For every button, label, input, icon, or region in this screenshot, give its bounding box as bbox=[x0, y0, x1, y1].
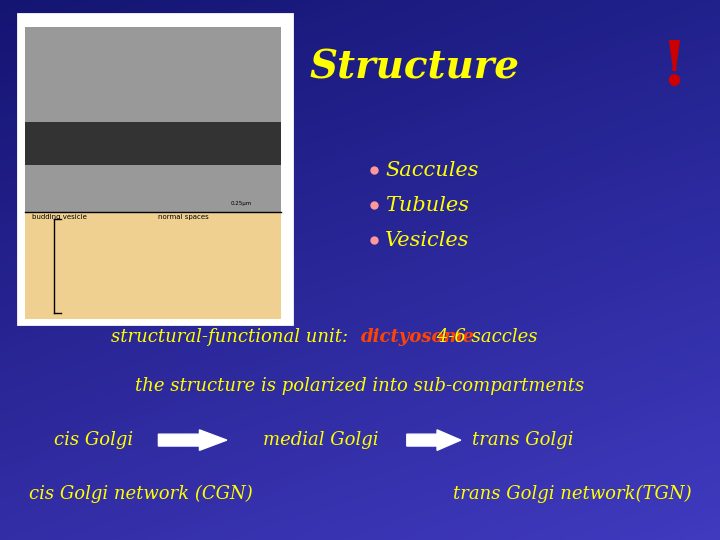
Text: Vesicles: Vesicles bbox=[385, 231, 469, 250]
Text: Saccules: Saccules bbox=[385, 160, 479, 180]
Text: 0.25μm: 0.25μm bbox=[230, 201, 252, 206]
Text: trans Golgi: trans Golgi bbox=[472, 431, 573, 449]
Text: the structure is polarized into sub-compartments: the structure is polarized into sub-comp… bbox=[135, 377, 585, 395]
Text: trans Golgi network(TGN): trans Golgi network(TGN) bbox=[453, 485, 691, 503]
Text: dictyosome: dictyosome bbox=[361, 328, 474, 347]
Text: structural-functional unit:: structural-functional unit: bbox=[112, 328, 360, 347]
Bar bbox=[18, 14, 292, 324]
Text: 4-6 saccles: 4-6 saccles bbox=[431, 328, 538, 347]
Text: budding vesicle: budding vesicle bbox=[32, 214, 87, 220]
Text: Structure: Structure bbox=[309, 49, 519, 86]
Text: Tubules: Tubules bbox=[385, 195, 469, 215]
FancyArrow shape bbox=[407, 430, 461, 450]
Bar bbox=[25, 27, 281, 213]
Text: cis Golgi network (CGN): cis Golgi network (CGN) bbox=[29, 485, 253, 503]
Bar bbox=[25, 213, 281, 319]
Text: !: ! bbox=[660, 37, 687, 98]
Bar bbox=[25, 122, 281, 165]
FancyArrow shape bbox=[158, 430, 227, 450]
Text: normal spaces: normal spaces bbox=[158, 214, 209, 220]
Text: cis Golgi: cis Golgi bbox=[54, 431, 133, 449]
Text: medial Golgi: medial Golgi bbox=[263, 431, 378, 449]
